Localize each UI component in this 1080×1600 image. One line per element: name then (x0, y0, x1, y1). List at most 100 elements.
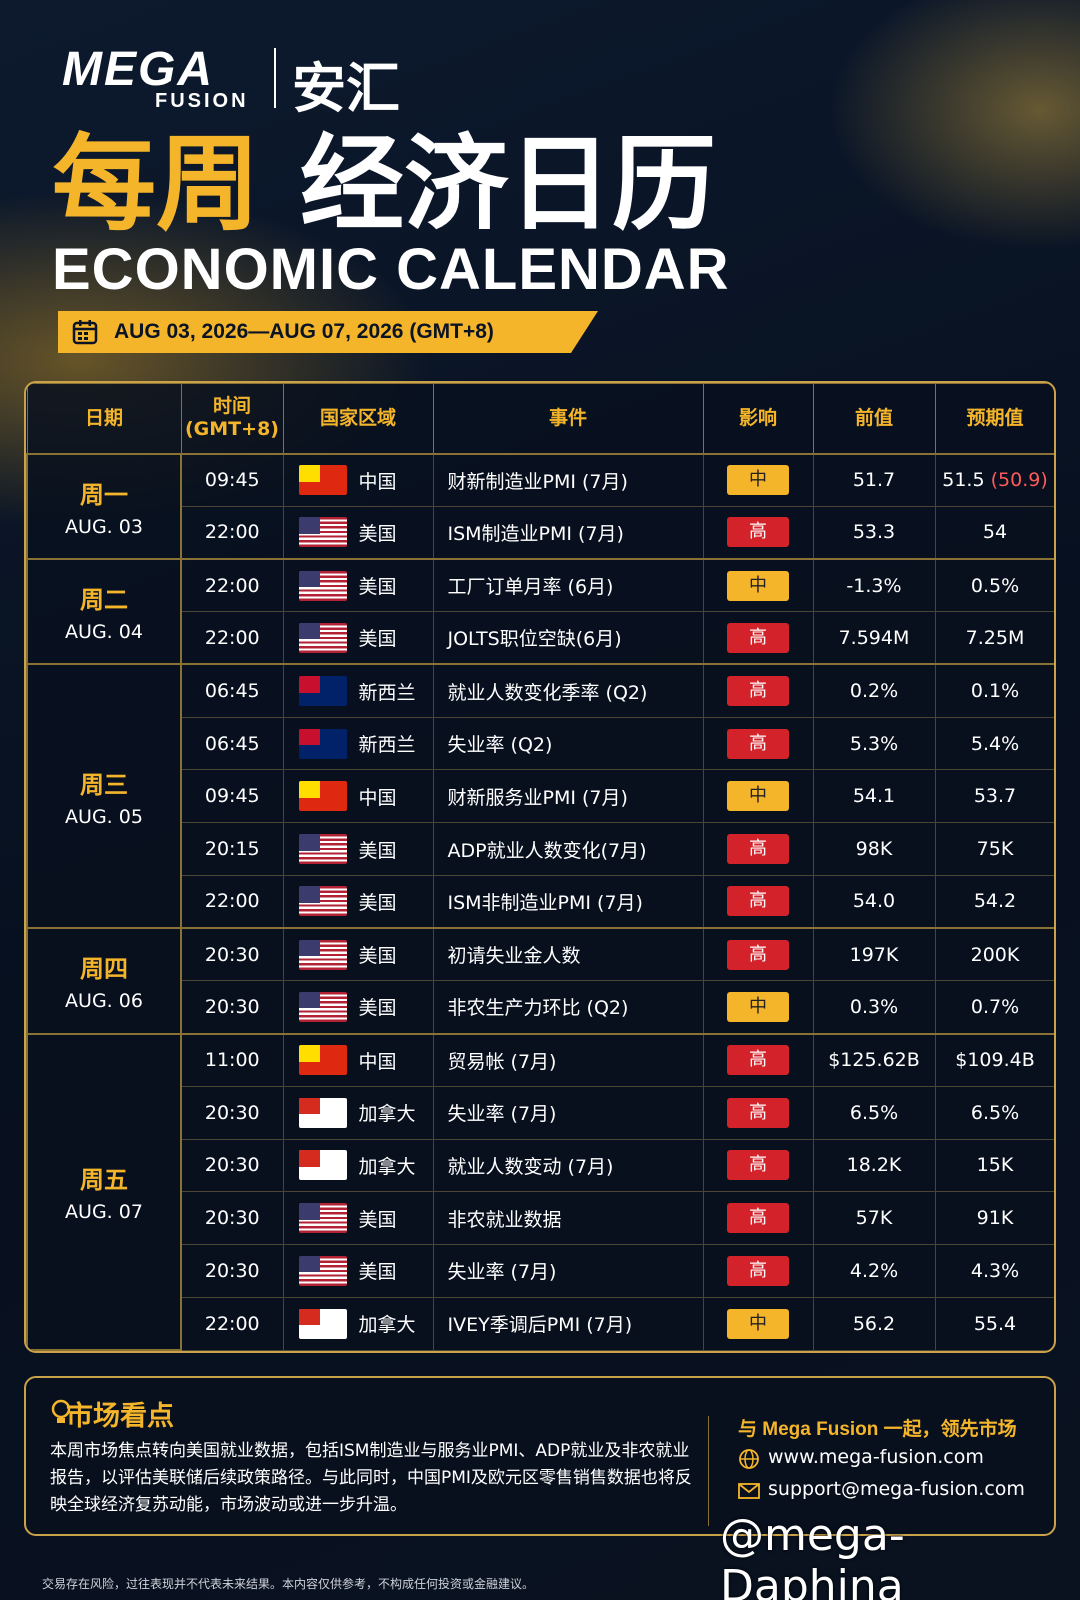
logo-fusion: FUSION (155, 90, 249, 112)
day-date: AUG. 04 (65, 621, 143, 644)
flag (298, 1150, 347, 1181)
impact-cell: 中 (702, 980, 814, 1035)
flag-emblem (298, 1203, 321, 1220)
forecast: 54 (934, 505, 1054, 560)
impact-badge: 高 (727, 1203, 789, 1234)
forecast: $109.4B (934, 1032, 1054, 1087)
country: 美国 (285, 1255, 432, 1286)
forecast-value: 6.5% (970, 1101, 1020, 1124)
market-box (24, 1376, 1056, 1536)
impact-badge: 高 (727, 676, 789, 707)
day-date: AUG. 05 (65, 805, 143, 828)
website[interactable]: www.mega-fusion.com (768, 1446, 984, 1468)
forecast: 0.5% (934, 557, 1054, 613)
time: 22:00 (180, 1296, 284, 1351)
previous: -1.3% (812, 557, 936, 613)
event: 失业率 (7月) (432, 1244, 704, 1298)
time: 20:30 (180, 980, 284, 1035)
impact-cell: 高 (702, 663, 814, 718)
country-cell: 新西兰 (282, 663, 434, 718)
time: 22:00 (180, 505, 284, 560)
flag-emblem (298, 886, 321, 903)
event: IVEY季调后PMI (7月) (432, 1296, 704, 1351)
forecast-value: 53.7 (973, 785, 1017, 808)
country: 美国 (285, 517, 432, 548)
flag-emblem (298, 1097, 321, 1115)
table-row: 20:30 美国 失业率 (7月) 高 4.2% 4.3% (27, 1244, 1054, 1298)
impact-cell: 高 (702, 1191, 814, 1246)
email[interactable]: support@mega-fusion.com (768, 1478, 1025, 1500)
title-yellow: 每周 (52, 127, 261, 243)
country-name: 美国 (358, 945, 397, 968)
forecast-value: 200K (970, 943, 1020, 966)
previous: 197K (812, 927, 936, 982)
impact-cell: 中 (702, 452, 814, 507)
column-header: 预期值 (934, 383, 1054, 454)
country-cell: 加拿大 (282, 1085, 434, 1140)
event: JOLTS职位空缺(6月) (432, 611, 704, 665)
previous: 54.1 (812, 769, 936, 824)
flag-emblem (298, 1045, 321, 1062)
country-name: 中国 (358, 1050, 397, 1073)
country-cell: 加拿大 (282, 1138, 434, 1193)
column-header: 影响 (702, 383, 814, 454)
forecast: 200K (934, 927, 1054, 982)
impact-cell: 高 (702, 1138, 814, 1193)
logo-cn: 安汇 (292, 59, 400, 119)
event: ISM非制造业PMI (7月) (432, 874, 704, 929)
title-white: 经济日历 (300, 127, 717, 243)
day-name: 周三 (80, 770, 128, 799)
country-name: 美国 (358, 1208, 397, 1231)
impact-cell: 高 (702, 874, 814, 929)
time: 20:30 (180, 1244, 284, 1298)
table-body: 周一 AUG. 03 09:45 中国 财新制造业PMI (7月) 中 51.7 51.5 (… (26, 452, 1054, 1351)
country: 新西兰 (285, 728, 432, 759)
event: 财新服务业PMI (7月) (432, 769, 704, 824)
time: 20:15 (180, 822, 284, 876)
country-name: 加拿大 (358, 1155, 416, 1178)
day-cell: 周四 AUG. 06 (26, 927, 182, 1035)
forecast: 6.5% (934, 1085, 1054, 1140)
column-header: 事件 (432, 383, 704, 454)
impact-cell: 高 (702, 1085, 814, 1140)
country: 美国 (285, 991, 432, 1022)
table-row: 20:15 美国 ADP就业人数变化(7月) 高 98K 75K (27, 822, 1054, 876)
divider (708, 1416, 709, 1526)
forecast-value: 51.5 (942, 469, 985, 492)
time: 22:00 (180, 611, 284, 665)
flag (298, 1308, 347, 1339)
country-cell: 美国 (282, 822, 434, 876)
event: ISM制造业PMI (7月) (432, 505, 704, 560)
event: ADP就业人数变化(7月) (432, 822, 704, 876)
time: 20:30 (180, 1085, 284, 1140)
day-name: 周二 (80, 586, 128, 615)
impact-badge: 中 (727, 1308, 789, 1339)
day-cell: 周一 AUG. 03 (26, 452, 182, 560)
country-name: 美国 (358, 522, 397, 545)
flag-emblem (298, 834, 321, 851)
day-cell: 周五 AUG. 07 (26, 1032, 182, 1351)
flag (298, 1097, 347, 1128)
impact-badge: 高 (727, 939, 789, 970)
globe-icon (739, 1449, 759, 1469)
previous: 18.2K (812, 1138, 936, 1193)
impact-cell: 中 (702, 557, 814, 613)
logo-mega: MEGA (62, 43, 214, 96)
event: 工厂订单月率 (6月) (432, 557, 704, 613)
country-name: 新西兰 (358, 734, 416, 757)
bulb-icon (51, 1399, 71, 1423)
market-title: 市场看点 (66, 1401, 174, 1431)
column-header: 日期 (26, 383, 182, 454)
flag (298, 991, 347, 1022)
flag-emblem (298, 1308, 321, 1326)
day-name: 周五 (80, 1166, 128, 1195)
forecast: 55.4 (934, 1296, 1054, 1351)
flag-emblem (298, 939, 321, 957)
table-row: 20:30 加拿大 失业率 (7月) 高 6.5% 6.5% (27, 1085, 1054, 1140)
event: 就业人数变化季率 (Q2) (432, 663, 704, 718)
table-row: 周五 AUG. 07 11:00 中国 贸易帐 (7月) 高 $125.62B $109.4B (26, 1032, 1054, 1351)
time: 09:45 (180, 452, 284, 507)
table-row: 20:30 美国 非农生产力环比 (Q2) 中 0.3% 0.7% (27, 980, 1054, 1035)
time: 09:45 (180, 769, 284, 824)
table-row: 20:30 加拿大 就业人数变动 (7月) 高 18.2K 15K (27, 1138, 1054, 1193)
